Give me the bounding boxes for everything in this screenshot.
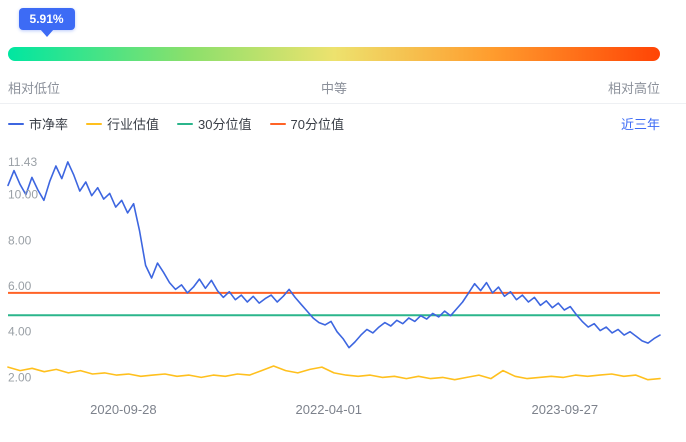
percentile-badge: 5.91% — [18, 8, 75, 30]
legend-row: 市净率 行业估值 30分位值 70分位值 近三年 — [8, 114, 660, 133]
legend-item-pb-ratio[interactable]: 市净率 — [8, 114, 68, 133]
y-axis-label: 10.00 — [8, 188, 38, 202]
y-axis-label: 8.00 — [8, 233, 32, 247]
valuation-trend-chart[interactable]: 11.43 10.00 8.00 6.00 4.00 2.00 2020-09-28 202… — [0, 146, 686, 426]
valuation-gradient-bar — [8, 47, 660, 61]
x-axis: 2020-09-28 2022-04-01 2023-09-27 — [0, 402, 686, 422]
y-axis-label: 2.00 — [8, 370, 32, 384]
legend-item-30th-percentile[interactable]: 30分位值 — [177, 114, 252, 133]
legend: 市净率 行业估值 30分位值 70分位值 — [8, 114, 621, 133]
line-marker-icon — [177, 122, 194, 125]
legend-label: 70分位值 — [290, 117, 344, 132]
legend-item-70th-percentile[interactable]: 70分位值 — [269, 114, 344, 133]
x-axis-label: 2022-04-01 — [295, 402, 363, 417]
label-relative-high: 相对高位 — [607, 81, 660, 96]
gradient-bar-labels: 相对低位 中等 相对高位 — [8, 78, 660, 97]
chart-canvas[interactable]: 11.43 10.00 8.00 6.00 4.00 2.00 — [0, 146, 686, 398]
legend-label: 市净率 — [29, 117, 69, 132]
percentile-pointer-icon — [39, 29, 54, 37]
y-axis-label: 6.00 — [8, 279, 32, 293]
legend-label: 30分位值 — [198, 117, 252, 132]
label-medium: 中等 — [320, 81, 347, 96]
line-marker-icon — [8, 122, 24, 125]
legend-label: 行业估值 — [107, 117, 160, 132]
y-axis-label: 11.43 — [8, 155, 37, 169]
percentile-value: 5.91% — [29, 12, 64, 26]
divider — [0, 103, 686, 104]
y-axis-label: 4.00 — [8, 325, 32, 339]
label-relative-low: 相对低位 — [8, 81, 61, 96]
series-line — [7, 365, 661, 381]
x-axis-label: 2020-09-28 — [90, 402, 157, 417]
time-range-selector[interactable]: 近三年 — [620, 117, 660, 132]
series-line — [7, 161, 661, 349]
line-marker-icon — [269, 122, 286, 125]
line-marker-icon — [86, 122, 103, 125]
x-axis-label: 2023-09-27 — [531, 402, 599, 417]
legend-item-industry-valuation[interactable]: 行业估值 — [86, 114, 159, 133]
